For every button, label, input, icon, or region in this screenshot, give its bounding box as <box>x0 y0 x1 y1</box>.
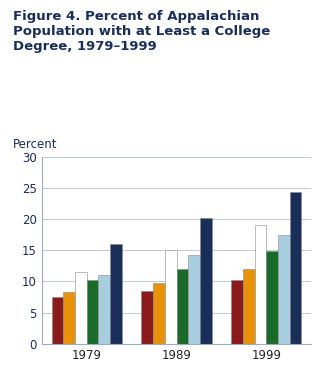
Bar <box>165 250 177 344</box>
Text: Population with at Least a College: Population with at Least a College <box>13 25 270 38</box>
Bar <box>255 225 266 344</box>
Bar <box>200 218 212 344</box>
Bar <box>98 275 110 344</box>
Bar <box>278 235 290 344</box>
Bar <box>142 291 153 344</box>
Text: Figure 4. Percent of Appalachian: Figure 4. Percent of Appalachian <box>13 10 259 23</box>
Bar <box>87 280 98 344</box>
Bar <box>52 297 63 344</box>
Text: Percent: Percent <box>13 138 57 151</box>
Bar <box>153 283 165 344</box>
Text: Degree, 1979–1999: Degree, 1979–1999 <box>13 40 157 53</box>
Bar <box>188 255 200 344</box>
Bar <box>243 269 255 344</box>
Bar <box>75 272 87 344</box>
Bar <box>231 280 243 344</box>
Bar <box>266 251 278 344</box>
Bar <box>177 269 188 344</box>
Bar <box>290 192 301 344</box>
Bar <box>63 292 75 344</box>
Bar <box>110 244 122 344</box>
